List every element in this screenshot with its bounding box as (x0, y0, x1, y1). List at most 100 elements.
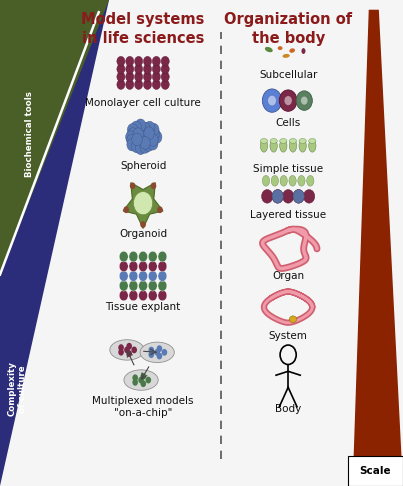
Circle shape (129, 261, 138, 272)
Circle shape (262, 190, 273, 203)
Circle shape (127, 134, 137, 147)
Ellipse shape (124, 370, 158, 390)
Circle shape (133, 191, 153, 215)
Ellipse shape (280, 139, 287, 143)
Circle shape (301, 96, 308, 105)
Circle shape (138, 131, 148, 143)
Circle shape (140, 140, 150, 153)
Circle shape (279, 90, 297, 111)
Ellipse shape (283, 54, 290, 58)
Text: Organoid: Organoid (119, 229, 167, 240)
Circle shape (132, 133, 142, 146)
Circle shape (152, 56, 160, 66)
Circle shape (144, 122, 155, 134)
Circle shape (118, 349, 124, 356)
Circle shape (152, 64, 160, 74)
Circle shape (148, 271, 157, 281)
Circle shape (152, 72, 160, 82)
Text: Scale: Scale (359, 466, 391, 476)
Circle shape (135, 64, 143, 74)
Circle shape (303, 190, 315, 203)
Circle shape (158, 251, 167, 262)
Circle shape (135, 142, 146, 155)
Circle shape (127, 123, 138, 136)
Circle shape (128, 128, 138, 140)
Circle shape (126, 131, 136, 143)
Ellipse shape (298, 175, 305, 186)
Circle shape (268, 95, 276, 106)
Ellipse shape (289, 316, 297, 323)
Circle shape (131, 140, 142, 153)
Circle shape (158, 261, 167, 272)
Circle shape (145, 377, 151, 383)
Ellipse shape (140, 342, 174, 363)
Circle shape (126, 72, 134, 82)
Polygon shape (123, 183, 163, 228)
Circle shape (158, 280, 167, 291)
Ellipse shape (307, 175, 314, 186)
Circle shape (131, 347, 137, 353)
Circle shape (141, 381, 146, 387)
Text: Monolayer cell culture: Monolayer cell culture (85, 98, 201, 108)
Circle shape (129, 271, 138, 281)
Circle shape (130, 182, 135, 189)
Circle shape (117, 64, 125, 74)
Circle shape (131, 121, 141, 134)
Polygon shape (353, 10, 403, 486)
Circle shape (284, 96, 292, 105)
Circle shape (127, 350, 132, 357)
Circle shape (161, 64, 169, 74)
Circle shape (161, 72, 169, 82)
Circle shape (139, 251, 147, 262)
Text: Subcellular: Subcellular (259, 70, 317, 81)
Circle shape (157, 345, 162, 352)
Circle shape (158, 290, 167, 301)
Ellipse shape (278, 46, 283, 50)
Circle shape (272, 190, 283, 203)
Circle shape (151, 182, 156, 189)
Circle shape (129, 290, 138, 301)
Circle shape (117, 56, 125, 66)
Circle shape (148, 290, 157, 301)
Text: Simple tissue: Simple tissue (253, 164, 323, 174)
Circle shape (293, 190, 304, 203)
Circle shape (143, 56, 152, 66)
Ellipse shape (280, 139, 287, 152)
Ellipse shape (309, 139, 316, 143)
Ellipse shape (289, 175, 296, 186)
Circle shape (138, 377, 144, 383)
Ellipse shape (262, 175, 270, 186)
Circle shape (140, 221, 146, 228)
Circle shape (127, 139, 137, 151)
Circle shape (135, 72, 143, 82)
Circle shape (161, 80, 169, 89)
Ellipse shape (270, 139, 277, 152)
Circle shape (126, 56, 134, 66)
Ellipse shape (270, 139, 277, 143)
Circle shape (148, 261, 157, 272)
Circle shape (149, 123, 159, 136)
Circle shape (143, 80, 152, 89)
Circle shape (124, 347, 130, 353)
Ellipse shape (289, 48, 295, 53)
FancyBboxPatch shape (348, 456, 403, 486)
Circle shape (152, 80, 160, 89)
Circle shape (262, 89, 282, 112)
Circle shape (139, 280, 147, 291)
Circle shape (129, 280, 138, 291)
Text: Model systems
in life sciences: Model systems in life sciences (81, 12, 205, 46)
Text: Layered tissue: Layered tissue (250, 210, 326, 220)
Circle shape (140, 137, 150, 149)
Circle shape (161, 56, 169, 66)
Circle shape (132, 374, 138, 381)
Ellipse shape (271, 175, 278, 186)
Circle shape (126, 64, 134, 74)
Ellipse shape (265, 47, 273, 52)
Circle shape (117, 72, 125, 82)
Circle shape (135, 119, 146, 132)
Circle shape (143, 139, 154, 151)
Circle shape (148, 351, 154, 358)
Circle shape (118, 344, 124, 351)
Circle shape (127, 343, 132, 349)
Circle shape (141, 373, 146, 380)
